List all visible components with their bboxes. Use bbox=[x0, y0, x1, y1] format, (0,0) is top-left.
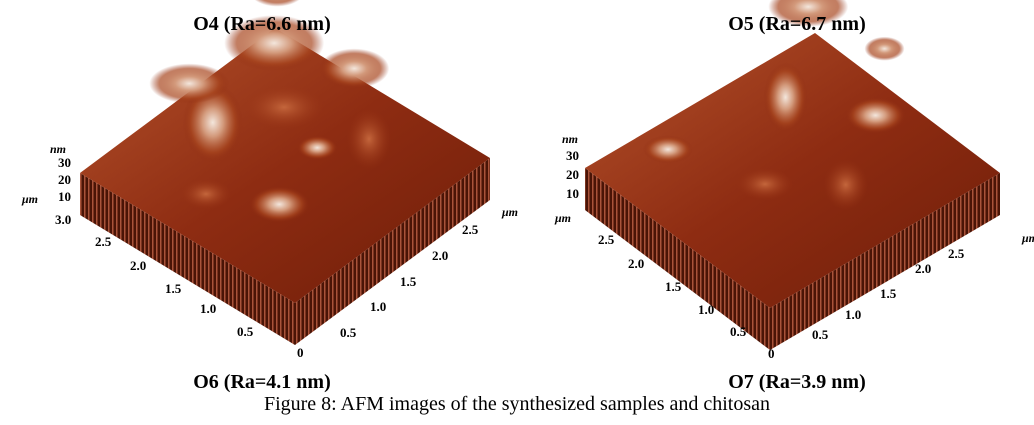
surface-peak bbox=[347, 109, 391, 169]
surface-peak bbox=[249, 186, 309, 222]
x-tick-label: 2.0 bbox=[130, 258, 146, 273]
y-tick-label: 2.5 bbox=[462, 222, 479, 237]
panel-title: O5 (Ra=6.7 nm) bbox=[728, 13, 866, 35]
panel-title: O7 (Ra=3.9 nm) bbox=[728, 371, 866, 393]
z-tick-label: 30 bbox=[58, 155, 71, 170]
z-tick-label: 20 bbox=[566, 167, 579, 182]
surface-peak bbox=[764, 62, 808, 132]
axis-unit: μm bbox=[554, 211, 571, 225]
surface-peak bbox=[846, 97, 906, 133]
surface-peak bbox=[737, 168, 793, 200]
surface-peak bbox=[319, 49, 389, 89]
y-tick-label: 0.5 bbox=[812, 327, 829, 342]
y-tick-label: 1.5 bbox=[400, 274, 417, 289]
z-tick-label: 10 bbox=[58, 189, 71, 204]
x-tick-label: 1.5 bbox=[165, 281, 182, 296]
surface-peak bbox=[824, 160, 868, 210]
surface-peak bbox=[865, 37, 905, 61]
y-tick-label: 0.5 bbox=[340, 325, 357, 340]
surface-peak bbox=[249, 0, 305, 7]
panel-title: O4 (Ra=6.6 nm) bbox=[193, 13, 331, 35]
x-tick-label: 3.0 bbox=[55, 212, 71, 227]
x-tick-label: 2.5 bbox=[95, 234, 112, 249]
z-tick-label: 10 bbox=[566, 186, 579, 201]
z-tick-label: 30 bbox=[566, 148, 579, 163]
surface-peak bbox=[297, 136, 337, 160]
y-tick-label: 1.0 bbox=[370, 299, 386, 314]
x-tick-label: 1.0 bbox=[200, 301, 216, 316]
axis-unit: μm bbox=[1021, 231, 1034, 245]
surface-peak bbox=[149, 64, 229, 104]
x-tick-label: 1.0 bbox=[698, 302, 714, 317]
x-tick-label: 1.5 bbox=[665, 279, 682, 294]
axis-unit: nm bbox=[562, 132, 578, 146]
x-tick-label: 0.5 bbox=[237, 324, 254, 339]
y-tick-label: 1.0 bbox=[845, 307, 861, 322]
z-tick-label: 20 bbox=[58, 172, 71, 187]
caption: Figure 8: AFM images of the synthesized … bbox=[264, 393, 770, 415]
y-tick-label: 2.0 bbox=[915, 261, 931, 276]
axis-unit: μm bbox=[501, 205, 518, 219]
surface-peak bbox=[181, 179, 231, 209]
origin-label: 0 bbox=[768, 346, 775, 361]
y-tick-label: 1.5 bbox=[880, 286, 897, 301]
panel-title: O6 (Ra=4.1 nm) bbox=[193, 371, 331, 393]
x-tick-label: 2.0 bbox=[628, 256, 644, 271]
x-tick-label: 2.5 bbox=[598, 232, 615, 247]
axis-unit: μm bbox=[21, 192, 38, 206]
axis-unit: nm bbox=[50, 142, 66, 156]
y-tick-label: 2.5 bbox=[948, 246, 965, 261]
surface-peak bbox=[643, 135, 693, 163]
figure: Figure 8: AFM images of the synthesized … bbox=[0, 0, 1034, 425]
x-tick-label: 0.5 bbox=[730, 324, 747, 339]
origin-label: 0 bbox=[297, 345, 304, 360]
surface-peak bbox=[244, 85, 324, 129]
y-tick-label: 2.0 bbox=[432, 248, 448, 263]
